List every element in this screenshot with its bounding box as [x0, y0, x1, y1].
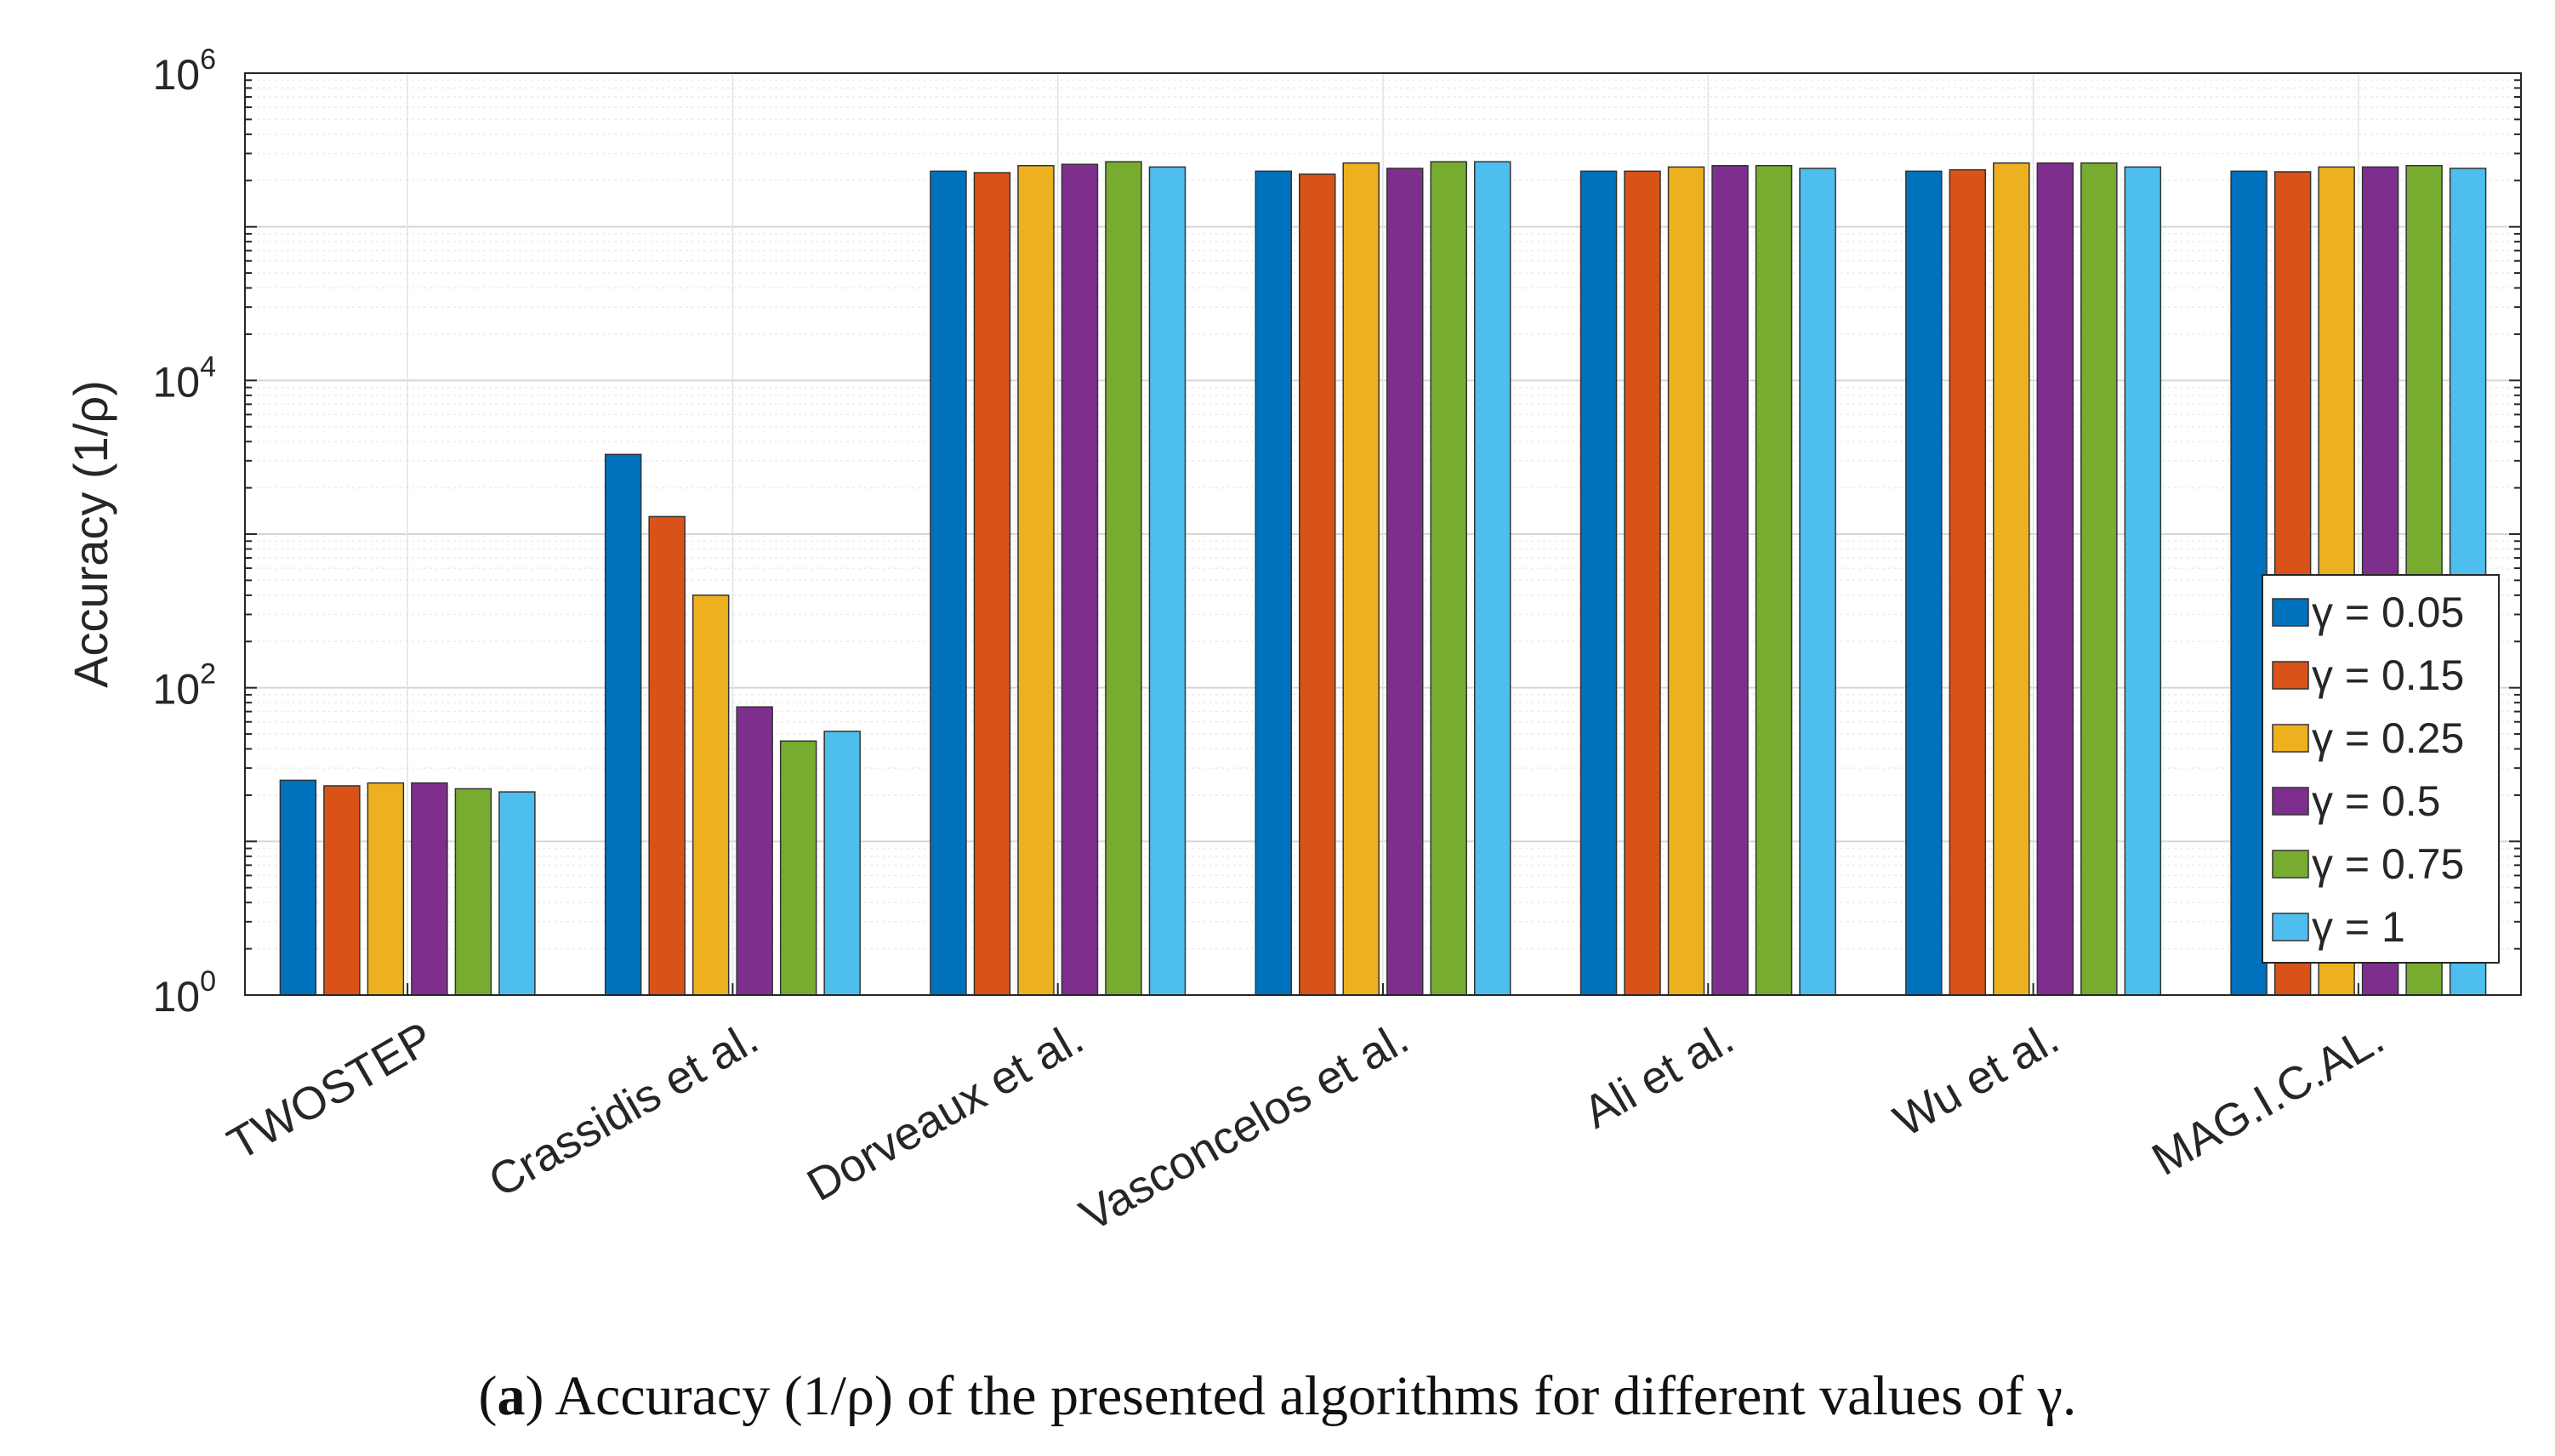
y-tick-exponent: 6 [200, 43, 216, 76]
legend-label: γ = 1 [2312, 903, 2405, 951]
bar [604, 453, 642, 996]
y-tick-base: 10 [152, 666, 200, 714]
bar [1342, 162, 1380, 996]
bar [1255, 170, 1292, 996]
y-tick-exponent: 4 [200, 350, 216, 383]
legend-swatch [2272, 661, 2309, 690]
legend-swatch [2272, 913, 2309, 941]
bar [1624, 170, 1661, 996]
bar [1799, 168, 1836, 996]
y-tick-exponent: 0 [200, 965, 216, 998]
bar [1949, 168, 1987, 996]
bar [1430, 161, 1467, 996]
bar [2230, 170, 2268, 996]
bar [1299, 173, 1336, 996]
y-tick-label: 100 [152, 965, 216, 1021]
caption-label: a [498, 1365, 526, 1427]
bar [1017, 165, 1055, 996]
caption-close-paren: ) [526, 1365, 544, 1427]
bar [779, 740, 817, 996]
bar [973, 172, 1011, 996]
bar [1755, 165, 1793, 996]
caption-body: Accuracy (1/ρ) of the presented algorith… [544, 1365, 2077, 1427]
bar [367, 782, 405, 996]
bar [498, 791, 536, 996]
bar [1061, 163, 1099, 996]
y-tick-label: 106 [152, 43, 216, 99]
legend-swatch [2272, 787, 2309, 816]
bar [2036, 162, 2074, 996]
legend-label: γ = 0.75 [2312, 840, 2464, 888]
y-tick-base: 10 [152, 358, 200, 406]
bar [1105, 161, 1142, 996]
legend-items: γ = 0.05 γ = 0.15 γ = 0.25 γ = 0.5 γ = 0.75 γ… [2272, 589, 2464, 951]
bar [2124, 166, 2162, 996]
bar [1386, 168, 1424, 996]
legend-swatch [2272, 598, 2309, 627]
legend-swatch [2272, 724, 2309, 753]
axis-ticks [245, 72, 2521, 996]
bar [1579, 170, 1618, 996]
legend-label: γ = 0.05 [2312, 589, 2464, 636]
caption-open-paren: ( [479, 1365, 498, 1427]
bar [930, 170, 967, 996]
bar [279, 779, 317, 996]
y-tick-base: 10 [152, 51, 200, 99]
bar [2080, 162, 2118, 996]
y-tick-base: 10 [152, 973, 200, 1021]
bar [1905, 170, 1943, 996]
caption-text: (a) Accuracy (1/ρ) of the presented algo… [479, 1365, 2077, 1427]
y-tick-exponent: 2 [200, 658, 216, 691]
bar [323, 785, 361, 996]
bar [736, 706, 773, 996]
legend-box [2262, 574, 2500, 964]
bar [1474, 161, 1511, 996]
bar [1711, 165, 1749, 996]
bar [648, 515, 686, 996]
legend-label: γ = 0.5 [2312, 777, 2441, 825]
bar [1148, 166, 1186, 996]
y-tick-label: 102 [152, 658, 216, 714]
legend: γ = 0.05 γ = 0.15 γ = 0.25 γ = 0.5 γ = 0.75 γ… [2262, 574, 2500, 964]
caption: (a) Accuracy (1/ρ) of the presented algo… [479, 1365, 2077, 1427]
bar [1993, 162, 2030, 996]
legend-label: γ = 0.15 [2312, 651, 2464, 699]
bar [823, 731, 861, 996]
bar [411, 782, 448, 996]
y-axis-label: Accuracy (1/ρ) [64, 380, 117, 688]
legend-swatch [2272, 850, 2309, 879]
bar [454, 788, 492, 996]
bar [1667, 166, 1705, 996]
legend-label: γ = 0.25 [2312, 714, 2464, 762]
y-tick-label: 104 [152, 350, 216, 406]
bar [691, 594, 730, 996]
